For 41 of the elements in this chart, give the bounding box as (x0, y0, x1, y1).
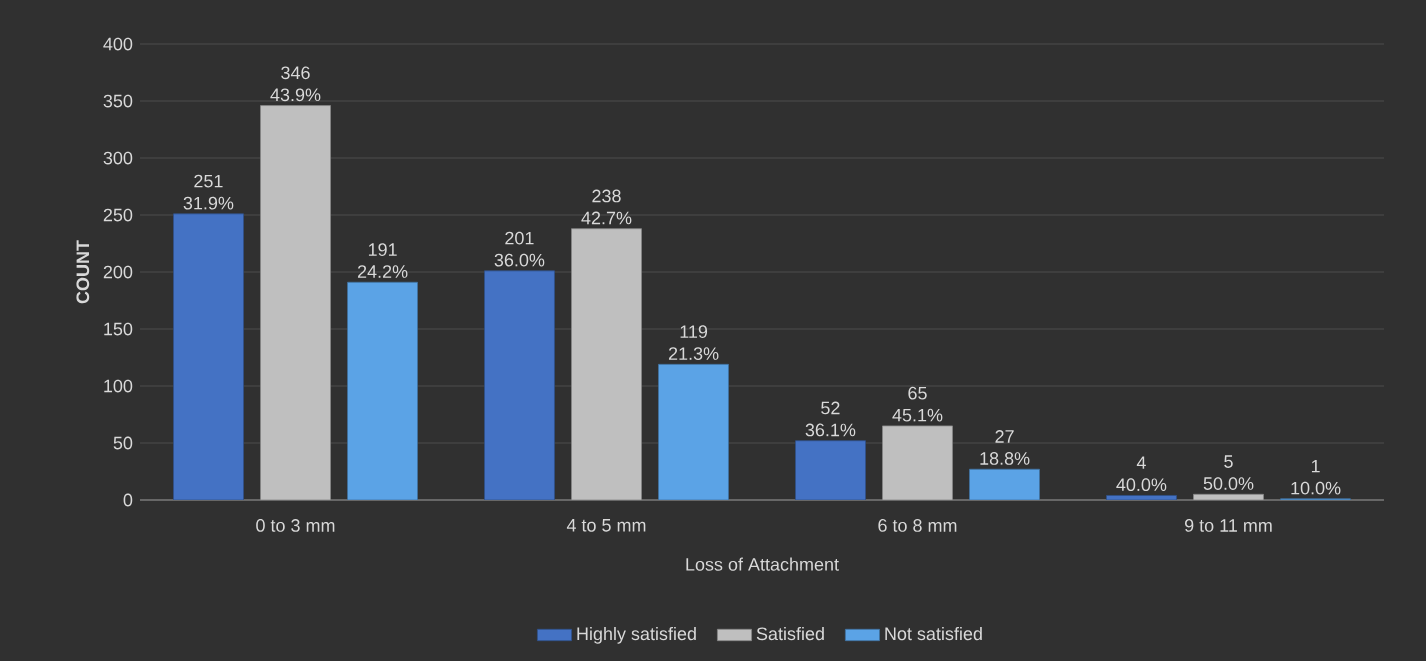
data-label: 191 24.2% (357, 243, 408, 278)
bar (1193, 493, 1264, 500)
y-tick-label: 200 (103, 265, 133, 279)
data-label: 5 50.0% (1203, 455, 1254, 490)
data-label: 346 43.9% (270, 66, 321, 102)
bar (173, 213, 244, 500)
bar (882, 425, 953, 500)
data-label: 201 36.0% (494, 231, 545, 267)
bar (484, 270, 555, 500)
bar (969, 468, 1040, 500)
x-tick-label: 0 to 3 mm (256, 519, 335, 532)
bar (795, 440, 866, 500)
y-tick-label: 300 (103, 151, 133, 165)
data-label: 251 31.9% (183, 174, 234, 210)
bar (260, 105, 331, 500)
data-label: 65 45.1% (892, 386, 943, 422)
x-tick-label: 9 to 11 mm (1184, 519, 1272, 532)
y-tick-label: 400 (103, 37, 133, 51)
y-axis-title: COUNT (76, 240, 90, 304)
bar (658, 363, 729, 500)
y-tick-label: 350 (103, 94, 133, 108)
x-tick-label: 6 to 8 mm (878, 519, 957, 532)
x-tick-label: 4 to 5 mm (566, 519, 646, 532)
bar (571, 228, 642, 500)
y-tick-label: 0 (123, 493, 133, 507)
x-axis-title: Loss of Attachment (686, 557, 839, 571)
y-tick-label: 50 (113, 436, 133, 450)
data-label: 1 10.0% (1291, 459, 1341, 495)
y-tick-label: 250 (103, 208, 133, 222)
legend-label: Not satisfied (885, 626, 982, 641)
y-tick-label: 100 (104, 379, 133, 393)
y-tick-label: 150 (104, 322, 133, 336)
data-label: 27 18.8% (980, 430, 1030, 465)
bar (347, 281, 418, 500)
bar (1106, 495, 1177, 500)
data-label: 4 40.0% (1116, 456, 1167, 492)
data-label: 52 36.1% (805, 401, 856, 437)
data-label: 238 42.7% (581, 189, 632, 225)
data-label: 119 21.3% (668, 325, 719, 360)
legend-label: Satisfied (756, 626, 824, 641)
legend-label: Highly satisfied (577, 626, 696, 644)
